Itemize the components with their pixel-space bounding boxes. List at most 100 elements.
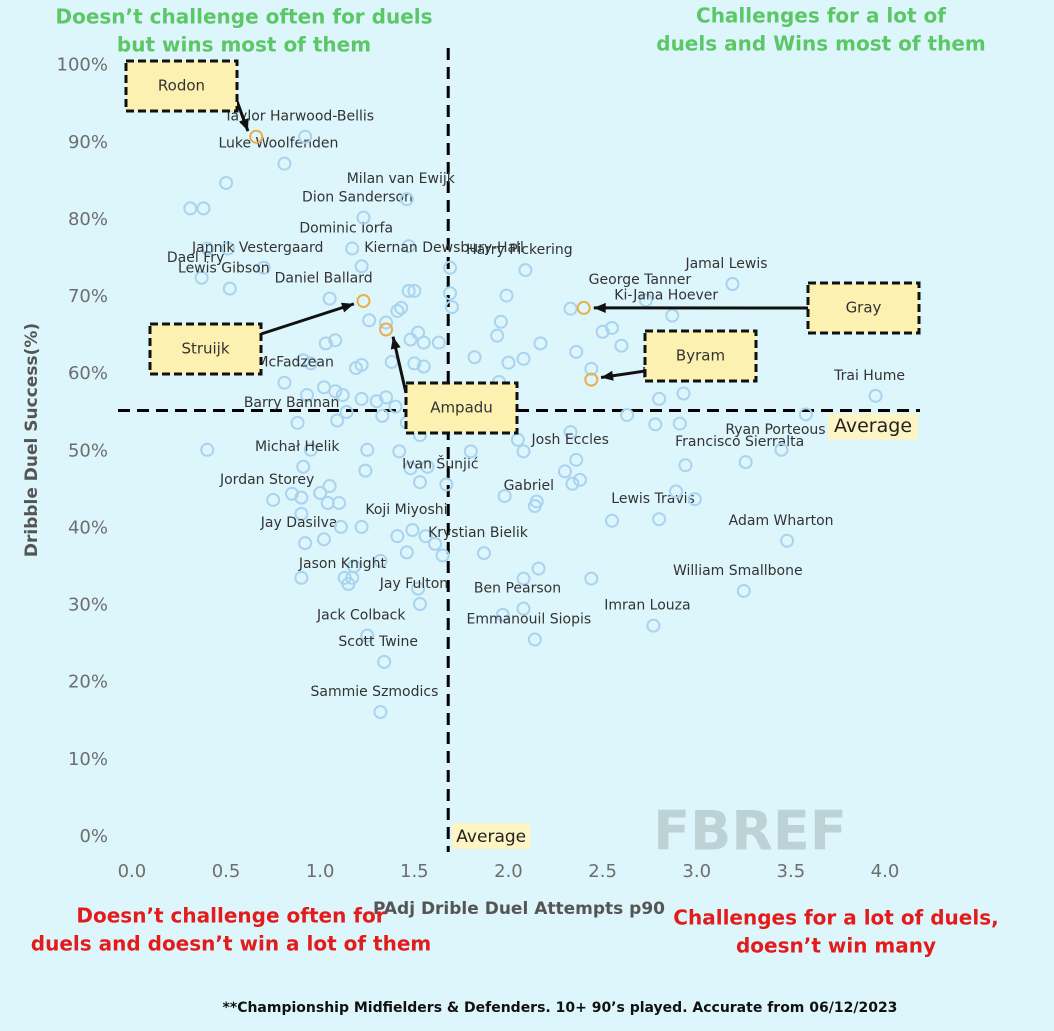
data-point bbox=[584, 372, 599, 387]
player-label: Adam Wharton bbox=[729, 513, 834, 529]
data-point bbox=[518, 263, 533, 278]
data-point bbox=[183, 201, 198, 216]
quadrant-note: duels and doesn’t win a lot of them bbox=[31, 932, 431, 956]
data-point bbox=[354, 519, 369, 534]
data-point bbox=[416, 359, 431, 374]
data-point bbox=[277, 156, 292, 171]
data-point bbox=[403, 461, 418, 476]
player-label: Barry Bannan bbox=[244, 395, 340, 411]
x-tick-label: 2.5 bbox=[588, 861, 617, 882]
data-point bbox=[614, 338, 629, 353]
y-tick-label: 100% bbox=[57, 55, 108, 76]
x-tick-label: 2.0 bbox=[494, 861, 523, 882]
data-point bbox=[439, 477, 454, 492]
data-point bbox=[648, 417, 663, 432]
data-point bbox=[467, 350, 482, 365]
player-label: Jack Colback bbox=[316, 608, 406, 624]
x-tick-label: 3.5 bbox=[777, 861, 806, 882]
data-point bbox=[405, 523, 420, 538]
player-label: William Smallbone bbox=[673, 563, 803, 579]
player-label: Jamal Lewis bbox=[684, 256, 767, 272]
player-label: Harry Pickering bbox=[466, 242, 572, 258]
player-label: Dion Sanderson bbox=[302, 190, 413, 206]
data-point bbox=[569, 452, 584, 467]
quadrant-note: Challenges for a lot of duels, bbox=[673, 906, 998, 930]
data-point bbox=[584, 361, 599, 376]
data-point bbox=[330, 413, 345, 428]
data-point bbox=[576, 300, 591, 315]
data-point bbox=[360, 442, 375, 457]
data-point bbox=[563, 425, 578, 440]
data-point bbox=[416, 335, 431, 350]
data-point bbox=[322, 479, 337, 494]
data-point bbox=[296, 353, 311, 368]
data-point bbox=[569, 344, 584, 359]
data-point bbox=[497, 489, 512, 504]
data-point bbox=[379, 322, 394, 337]
data-point bbox=[313, 485, 328, 500]
data-point bbox=[303, 356, 318, 371]
callout-label: Gray bbox=[846, 299, 882, 317]
player-label: Lewis Gibson bbox=[178, 261, 270, 277]
player-label: Ben Pearson bbox=[474, 581, 561, 597]
footnote: **Championship Midfielders & Defenders. … bbox=[223, 1000, 898, 1016]
data-point bbox=[369, 394, 384, 409]
data-point bbox=[354, 391, 369, 406]
y-tick-label: 10% bbox=[68, 749, 108, 770]
data-point bbox=[294, 490, 309, 505]
data-point bbox=[510, 432, 525, 447]
data-point bbox=[401, 283, 416, 298]
x-tick-label: 4.0 bbox=[871, 861, 900, 882]
callout-label: Ampadu bbox=[430, 399, 493, 417]
quadrant-note: but wins most of them bbox=[117, 33, 371, 57]
data-point bbox=[407, 283, 422, 298]
data-point bbox=[219, 175, 234, 190]
data-point bbox=[412, 597, 427, 612]
data-point bbox=[220, 241, 235, 256]
data-point bbox=[774, 442, 789, 457]
data-point bbox=[476, 546, 491, 561]
data-point bbox=[300, 388, 315, 403]
data-point bbox=[320, 496, 335, 511]
data-point bbox=[798, 407, 813, 422]
data-point bbox=[392, 444, 407, 459]
x-tick-label: 3.0 bbox=[682, 861, 711, 882]
arrow-head bbox=[593, 302, 606, 313]
data-point bbox=[345, 241, 360, 256]
data-point bbox=[294, 506, 309, 521]
data-point bbox=[516, 571, 531, 586]
y-tick-label: 90% bbox=[68, 132, 108, 153]
data-point bbox=[298, 129, 313, 144]
player-label: Milan van Ewijk bbox=[347, 171, 456, 187]
data-point bbox=[527, 632, 542, 647]
player-label: Josh Eccles bbox=[531, 432, 609, 448]
data-point bbox=[533, 336, 548, 351]
data-point bbox=[194, 270, 209, 285]
data-point bbox=[527, 499, 542, 514]
quadrant-note: Challenges for a lot of bbox=[696, 4, 946, 28]
player-label: Jordan Storey bbox=[219, 472, 314, 488]
data-point bbox=[501, 355, 516, 370]
data-point bbox=[418, 529, 433, 544]
quadrant-note: Doesn’t challenge often for duels bbox=[55, 5, 432, 29]
data-point bbox=[572, 472, 587, 487]
data-point bbox=[403, 332, 418, 347]
callout-label: Struijk bbox=[181, 340, 229, 358]
data-point bbox=[266, 492, 281, 507]
data-point bbox=[356, 210, 371, 225]
data-point bbox=[379, 315, 394, 330]
data-point bbox=[516, 351, 531, 366]
quadrant-note: Doesn’t challenge often for bbox=[76, 904, 385, 928]
data-point bbox=[200, 442, 215, 457]
player-label: Kiernan Dewsbury-Hall bbox=[364, 240, 524, 256]
x-axis-title: PAdj Drible Duel Attempts p90 bbox=[373, 899, 665, 919]
data-point bbox=[780, 533, 795, 548]
callout-label: Byram bbox=[676, 347, 725, 365]
data-point bbox=[493, 314, 508, 329]
data-point bbox=[605, 513, 620, 528]
data-point bbox=[373, 705, 388, 720]
arrow-head bbox=[601, 370, 614, 381]
data-point bbox=[356, 293, 371, 308]
data-point bbox=[290, 415, 305, 430]
data-point bbox=[652, 391, 667, 406]
